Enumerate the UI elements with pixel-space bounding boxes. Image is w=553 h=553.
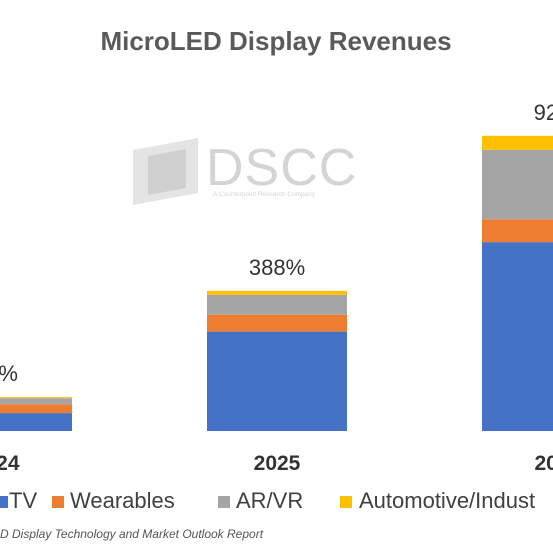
bar-2025-tv xyxy=(207,331,347,431)
year-label-2025: 2025 xyxy=(254,452,301,475)
legend-swatch-ar-vr xyxy=(218,496,230,508)
bar-2025-wearables xyxy=(207,314,347,332)
dscc-watermark: DSCC A Counterpoint Research Company xyxy=(133,138,357,205)
bar-2024-wearables xyxy=(0,404,72,414)
growth-label-2025: 388% xyxy=(249,255,305,280)
legend: TV Wearables AR/VR Automotive/Indust xyxy=(0,488,535,513)
bar-2025-ar-vr xyxy=(207,294,347,315)
legend-label-ar-vr: AR/VR xyxy=(236,488,303,513)
chart-title: MicroLED Display Revenues xyxy=(100,26,451,56)
bar-2024-tv xyxy=(0,413,72,431)
watermark-tagline: A Counterpoint Research Company xyxy=(213,191,316,198)
legend-swatch-wearables xyxy=(52,496,64,508)
growth-labels-group: 0% 388% 924 xyxy=(0,100,553,386)
legend-swatch-tv xyxy=(0,496,8,508)
year-label-2026: 202 xyxy=(534,452,553,475)
watermark-brand: DSCC xyxy=(206,139,357,197)
legend-label-wearables: Wearables xyxy=(70,488,175,513)
source-note: D Display Technology and Market Outlook … xyxy=(0,527,264,541)
bars-group xyxy=(0,135,553,431)
year-labels-group: 024 2025 202 xyxy=(0,452,553,475)
bar-2025-automotive-industrial xyxy=(207,290,347,295)
year-label-2024: 024 xyxy=(0,452,20,475)
bar-2026-wearables xyxy=(482,219,553,243)
bar-2024-automotive-industrial xyxy=(0,397,72,399)
bar-2026-ar-vr xyxy=(482,149,553,220)
legend-swatch-automotive-industrial xyxy=(340,496,352,508)
legend-label-tv: TV xyxy=(9,488,37,513)
bar-2026-tv xyxy=(482,242,553,431)
bar-2024-ar-vr xyxy=(0,398,72,405)
bar-2026-automotive-industrial xyxy=(482,135,553,150)
growth-label-2026: 924 xyxy=(534,100,553,125)
watermark-logo-shape-inner xyxy=(148,149,186,195)
legend-label-automotive-industrial: Automotive/Indust xyxy=(359,488,535,513)
growth-label-2024: 0% xyxy=(0,361,18,386)
